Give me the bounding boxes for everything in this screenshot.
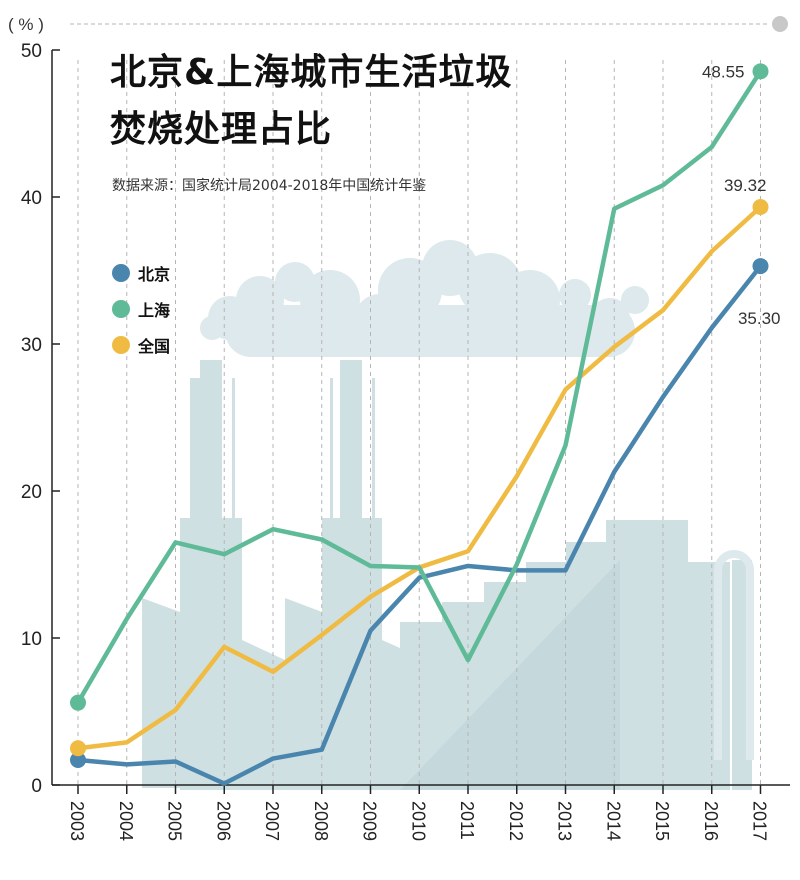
y-tick-label-20: 20 [21,482,42,503]
legend: 北京 上海 全国 [112,255,170,363]
y-tick-label-10: 10 [21,629,42,650]
x-tick-label-2013: 2013 [555,801,575,841]
y-tick-label-50: 50 [21,41,42,62]
point-start-全国 [70,740,86,757]
y-tick-label-40: 40 [21,188,42,209]
point-end-北京 [752,258,769,275]
factory-illustration [142,240,754,790]
data-source-note: 数据来源：国家统计局2004-2018年中国统计年鉴 [112,178,427,194]
end-labels: 35.30 48.55 39.32 [702,62,781,328]
x-tick-label-2006: 2006 [213,801,233,841]
series-line-上海 [75,69,763,705]
x-tick-label-2004: 2004 [116,801,136,841]
y-tick-label-30: 30 [21,335,42,356]
x-tick-label-2007: 2007 [262,801,282,841]
x-tick-label-2010: 2010 [408,801,428,841]
x-tick-label-2008: 2008 [311,801,331,841]
legend-item-shanghai: 上海 [112,291,170,327]
end-label-全国: 39.32 [724,176,767,195]
x-tick-label-2005: 2005 [165,801,185,841]
chart-title-line-1: 北京&上海城市生活垃圾 [110,52,513,93]
legend-item-beijing: 北京 [112,255,170,291]
top-reference-marker [772,16,788,32]
y-tick-label-0: 0 [31,776,42,797]
end-label-上海: 48.55 [702,62,745,81]
chart-title-line-2: 焚烧处理占比 [110,109,333,150]
series-lines [70,63,769,786]
legend-swatch-shanghai [112,300,130,318]
point-end-全国 [752,198,769,215]
series-line-北京 [75,263,763,786]
x-tick-label-2003: 2003 [67,801,87,841]
legend-swatch-beijing [112,264,130,282]
legend-swatch-national [112,336,130,354]
point-end-上海 [752,63,769,80]
x-tick-label-2015: 2015 [652,801,672,841]
point-start-上海 [70,694,86,711]
x-tick-label-2009: 2009 [360,801,380,841]
x-tick-label-2011: 2011 [457,801,477,840]
point-start-北京 [70,752,86,769]
end-label-北京: 35.30 [738,309,781,328]
legend-label-beijing: 北京 [138,265,171,284]
x-tick-label-2016: 2016 [701,801,721,841]
legend-label-national: 全国 [138,337,171,356]
axes: ( % ) 0 10 20 30 40 50 2003 2004 2005 2006 2007 2008… [8,15,790,841]
vertical-gridlines [77,60,761,785]
x-tick-label-2012: 2012 [506,801,526,841]
legend-label-shanghai: 上海 [138,301,171,320]
y-unit-label: ( % ) [8,15,44,34]
legend-item-national: 全国 [112,327,170,363]
x-tick-label-2014: 2014 [603,801,623,841]
x-tick-label-2017: 2017 [750,801,770,841]
